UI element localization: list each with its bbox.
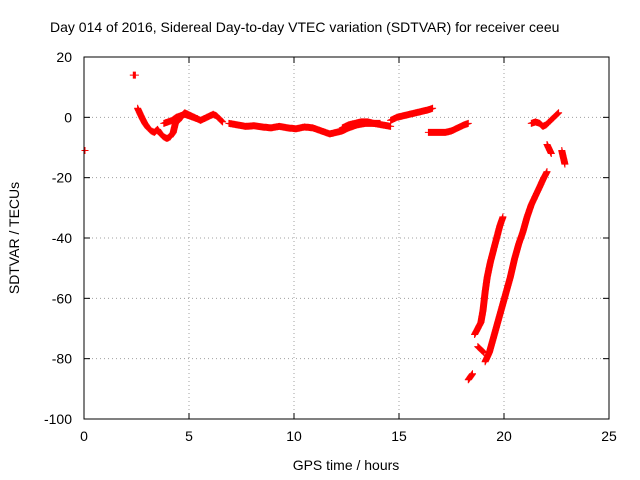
data-segment: [129, 71, 139, 79]
data-markers: [424, 119, 472, 136]
y-axis-label: SDTVAR / TECUs: [6, 182, 22, 294]
data-segment: [474, 343, 488, 357]
data-segment: [338, 118, 384, 132]
data-segment: [481, 168, 551, 366]
y-tick-label: -100: [44, 411, 72, 427]
data-markers: [527, 109, 563, 130]
data-segment: [160, 110, 201, 127]
data-markers: [81, 147, 89, 154]
y-tick-label: 20: [56, 49, 72, 65]
data-segment: [543, 141, 555, 157]
data-segment: [387, 104, 437, 124]
x-tick-label: 0: [80, 428, 88, 444]
plot-frame: [83, 56, 610, 420]
data-markers: [481, 168, 551, 366]
x-tick-label: 20: [496, 428, 512, 444]
data-segment: [527, 109, 563, 130]
x-tick-label: 5: [185, 428, 193, 444]
data-segment: [424, 119, 472, 136]
data-markers: [474, 343, 488, 357]
data-markers: [543, 141, 555, 157]
data-markers: [160, 110, 201, 127]
data-segment: [134, 104, 227, 142]
chart-title: Day 014 of 2016, Sidereal Day-to-day VTE…: [50, 19, 559, 35]
data-markers: [464, 370, 476, 384]
y-tick-label: -40: [52, 230, 72, 246]
y-tick-label: -80: [52, 351, 72, 367]
y-tick-label: -60: [52, 290, 72, 306]
data-segment: [471, 213, 507, 338]
data-markers: [338, 118, 384, 132]
x-tick-label: 10: [286, 428, 302, 444]
x-axis-label: GPS time / hours: [293, 457, 400, 473]
data-series: [81, 71, 569, 384]
data-markers: [387, 104, 437, 124]
data-markers: [471, 213, 507, 338]
data-markers: [134, 104, 227, 142]
data-segment: [81, 147, 89, 154]
data-segment: [558, 147, 569, 168]
data-markers: [129, 71, 139, 79]
data-markers: [558, 147, 569, 168]
y-tick-label: 0: [64, 109, 72, 125]
grid-lines: [84, 57, 609, 419]
y-tick-label: -20: [52, 170, 72, 186]
axis-ticks: 0 5 10 15 20 25 -100 -80 -60 -40 -20 0 20: [44, 49, 617, 444]
x-tick-label: 15: [391, 428, 407, 444]
x-tick-label: 25: [601, 428, 617, 444]
data-segment: [464, 370, 476, 384]
